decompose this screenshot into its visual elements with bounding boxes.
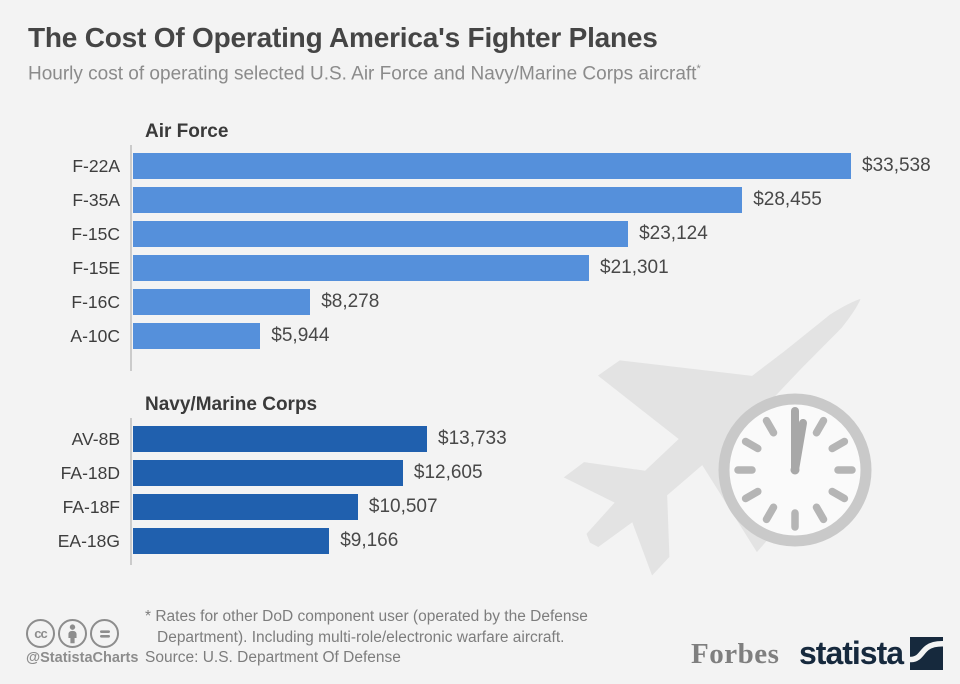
footnote-marker: * [696,63,701,75]
value-label: $10,507 [368,496,438,517]
bar-row: FA-18D $12,605 [0,456,960,490]
footnote-line-2: Department). Including multi-role/electr… [157,629,565,646]
value-label: $21,301 [600,257,669,278]
bar-f-15e [133,255,589,281]
bar-row: F-22A $33,538 [0,149,960,183]
equals-icon [90,619,119,648]
cc-icon: cc [26,619,55,648]
category-label: FA-18F [62,496,120,517]
bar-rows-air-force: F-22A $33,538 F-35A $28,455 F-15C $23,124 F-15… [0,145,960,371]
fighter-jet-icon [563,298,861,576]
value-label: $28,455 [753,189,822,210]
subtitle-text: Hourly cost of operating selected U.S. A… [28,63,697,85]
forbes-logo: Forbes [691,638,780,670]
bar-fa-18d [133,460,403,486]
watermark-graphic [563,298,872,576]
category-label: F-15C [71,223,120,244]
bar-rows-navy-marine-corps: AV-8B $13,733 FA-18D $12,605 FA-18F $10,507 EA… [0,418,960,565]
source-text: Source: U.S. Department Of Defense [145,649,401,666]
chart-group-navy-marine-corps: Navy/Marine Corps AV-8B $13,733 FA-18D $12,… [0,392,960,565]
bar-row: FA-18F $10,507 [0,490,960,524]
page-subtitle: Hourly cost of operating selected U.S. A… [28,63,701,85]
bar-ea-18g [133,528,330,554]
category-label: A-10C [70,325,120,346]
value-label: $8,278 [321,291,380,312]
bar-fa-18f [133,494,358,520]
value-label: $9,166 [340,530,399,551]
bar-row: F-35A $28,455 [0,183,960,217]
bar-f-16c [133,289,311,315]
header: The Cost Of Operating America's Fighter … [28,22,701,85]
value-label: $12,605 [413,462,483,483]
license-badges: cc [26,619,119,648]
value-label: $23,124 [639,223,708,244]
clock-hour-hand [791,419,807,474]
attribution-icon [58,619,87,648]
statista-logo: statista [799,635,944,671]
footnote: * Rates for other DoD component user (op… [145,606,588,648]
bar-f-35a [133,187,743,213]
category-label: F-22A [72,155,120,176]
statista-charts-handle: @StatistaCharts [26,650,139,666]
value-label: $5,944 [271,325,330,346]
category-label: AV-8B [71,428,120,449]
bar-av-8b [133,426,427,452]
axis-line [130,418,132,565]
bar-f-15c [133,221,629,247]
statista-wordmark: statista [799,635,904,671]
category-label: F-35A [72,189,120,210]
bar-row: A-10C $5,944 [0,319,960,353]
bar-row: F-15C $23,124 [0,217,960,251]
category-label: F-16C [71,291,120,312]
axis-line [130,145,132,371]
group-title-navy-marine-corps: Navy/Marine Corps [145,394,318,415]
value-label: $33,538 [862,155,931,176]
category-label: F-15E [72,257,120,278]
group-title-air-force: Air Force [145,121,229,142]
bar-row: AV-8B $13,733 [0,422,960,456]
bar-a-10c [133,323,261,349]
bar-row: EA-18G $9,166 [0,524,960,558]
clock-icon [718,393,872,547]
category-label: EA-18G [57,530,120,551]
statista-logo-mark [910,636,944,670]
footnote-line-1: * Rates for other DoD component user (op… [145,608,588,625]
value-label: $13,733 [438,428,507,449]
category-label: FA-18D [60,462,120,483]
bar-row: F-16C $8,278 [0,285,960,319]
bar-f-22a [133,153,851,179]
chart-group-air-force: Air Force F-22A $33,538 F-35A $28,455 F-15C $… [0,119,960,371]
bar-row: F-15E $21,301 [0,251,960,285]
page-title: The Cost Of Operating America's Fighter … [28,22,658,53]
